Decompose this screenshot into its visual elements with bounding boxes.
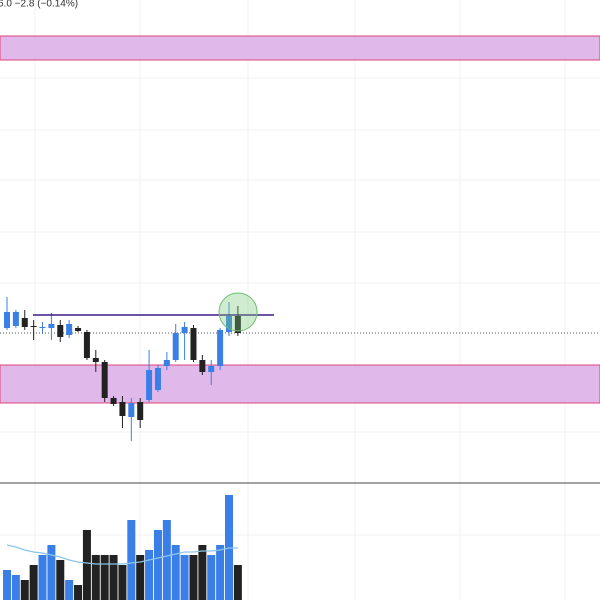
candle-body [4,312,10,328]
volume-bar [82,530,91,600]
volume-bar [198,545,207,600]
header-text: 6.0 −2.8 (−0.14%) [0,0,78,10]
volume-bar [29,565,38,600]
candle-body [101,362,108,398]
volume-bar [216,545,225,600]
candle-body [199,360,206,372]
volume-bar [38,555,47,600]
volume-bar [65,580,74,600]
candle-body [234,316,241,333]
volume-bar [100,555,109,600]
volume-bar [20,580,29,600]
volume-bar [11,575,20,600]
candle-body [57,325,64,337]
highlight-circle [218,292,258,332]
candle-body [181,327,188,333]
candle-body [137,402,144,420]
candle-body [154,368,161,390]
zone [0,35,600,61]
candle-body [128,403,135,417]
candle-body [12,312,19,326]
volume-bar [47,545,56,600]
volume-bar [189,555,198,600]
volume-bar [118,565,127,600]
candle-body [217,330,224,366]
zone [0,364,600,404]
volume-bar [207,555,216,600]
volume-bar [145,550,154,600]
volume-bar [153,530,162,600]
candle-body [226,316,232,332]
candle-body [92,358,99,362]
candle-body [208,366,215,372]
volume-bar [56,560,65,600]
volume-bar [233,565,242,600]
volume-bar [91,555,100,600]
candle-body [190,328,197,360]
candle-body [163,360,170,366]
volume-bar [162,520,171,600]
volume-bar [3,570,11,600]
candle-body [21,318,28,327]
candle-body [75,328,82,331]
candle-body [83,332,90,358]
candle-body [172,333,179,360]
candle-body [39,327,46,328]
volume-bar [109,555,118,600]
candle-body [48,324,55,328]
candle-body [110,398,117,404]
volume-bar [171,545,180,600]
volume-bar [74,585,83,600]
volume-bar [180,555,189,600]
candle-body [146,370,153,400]
volume-ma-line [6,544,238,565]
candle-body [119,402,126,416]
volume-bar [127,520,136,600]
volume-bar [136,555,145,600]
candle-body [30,326,37,327]
candle-body [66,324,73,335]
